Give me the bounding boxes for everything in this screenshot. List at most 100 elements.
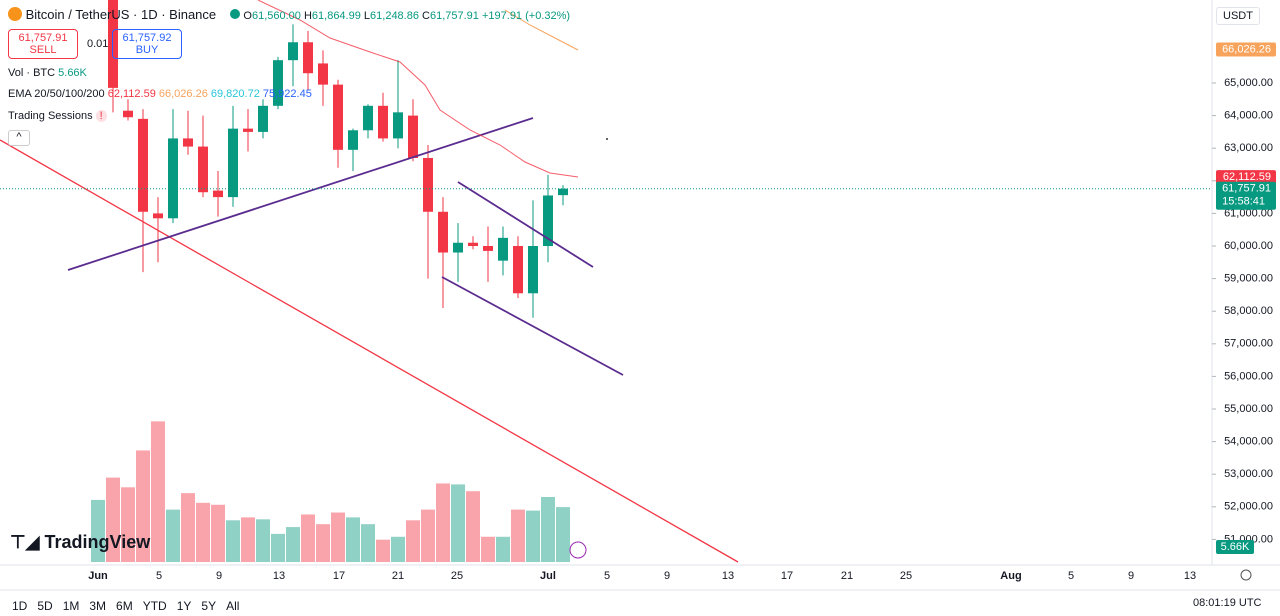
vol-value: 5.66K	[58, 67, 87, 79]
y-tick-label: 60,000.00	[1224, 240, 1273, 252]
volume-bar	[196, 502, 210, 562]
candle-body	[228, 128, 238, 198]
timeframe-button[interactable]: All	[226, 599, 240, 613]
candle-body	[543, 195, 553, 247]
l-value: 61,248.86	[370, 10, 419, 22]
candle-body	[483, 246, 493, 251]
x-tick-label: 17	[781, 570, 793, 582]
price-label-bg	[1216, 181, 1276, 210]
timeframe-button[interactable]: 5Y	[201, 599, 217, 613]
candle-body	[348, 130, 358, 150]
y-tick-label: 64,000.00	[1224, 110, 1273, 122]
buy-label: BUY	[135, 44, 159, 56]
candle-body	[138, 118, 148, 212]
collapse-button[interactable]: ^	[8, 130, 30, 146]
candle-body	[438, 211, 448, 253]
y-tick-label: 56,000.00	[1224, 370, 1273, 382]
volume-bar	[181, 493, 195, 562]
trend-line	[67, 117, 534, 271]
header: Bitcoin / TetherUS · 1D · Binance O61,56…	[8, 7, 570, 22]
price-label-bg	[1216, 42, 1276, 57]
c-value: 61,757.91	[429, 10, 479, 22]
x-tick-label: 13	[273, 570, 285, 582]
volume-bar	[511, 509, 525, 562]
sessions-legend: Trading Sessions !	[8, 110, 107, 122]
volume-bar	[421, 509, 435, 562]
candle-body	[198, 146, 208, 193]
candle-body	[453, 242, 463, 253]
volume-bar	[481, 536, 495, 562]
candle-body	[318, 63, 328, 85]
volume-bar	[541, 497, 555, 562]
ema-value: 62,112.59	[107, 88, 156, 100]
sessions-label: Trading Sessions	[8, 110, 93, 122]
x-tick-label: 25	[900, 570, 912, 582]
c-label: C	[422, 10, 430, 22]
ema-value: 69,820.72	[210, 88, 260, 100]
volume-bar	[361, 524, 375, 562]
price-label: 66,026.26	[1222, 43, 1271, 55]
y-tick-label: 52,000.00	[1224, 501, 1273, 513]
x-tick-label: 5	[1068, 570, 1074, 582]
sell-button[interactable]: 61,757.91 SELL	[8, 29, 78, 59]
volume-bar	[346, 517, 360, 562]
symbol[interactable]: Bitcoin / TetherUS · 1D · Binance	[25, 7, 217, 22]
candle-body	[108, 0, 118, 88]
timeframe-bar: 1D 5D 1M 3M 6M YTD 1Y 5Y All	[12, 597, 249, 615]
trend-line	[0, 139, 739, 563]
volume-label: 5.66K	[1221, 541, 1250, 553]
volume-bar	[436, 483, 450, 562]
timeframe-button[interactable]: 1M	[62, 599, 80, 613]
ema-label: EMA 20/50/100/200	[8, 88, 105, 100]
ema-50	[504, 9, 579, 51]
x-tick-label: 9	[664, 570, 670, 582]
l-label: L	[363, 10, 371, 22]
volume-bar	[256, 519, 270, 562]
candle-body	[378, 105, 388, 139]
y-tick-label: 57,000.00	[1224, 338, 1273, 350]
btc-icon	[8, 7, 22, 21]
candle-body	[423, 157, 433, 212]
channel-line	[441, 276, 624, 376]
timeframe-button[interactable]: 1D	[12, 599, 28, 613]
price-label-bg	[1216, 170, 1276, 185]
candle-body	[468, 242, 478, 247]
candle-body	[213, 190, 223, 198]
timeframe-button[interactable]: 5D	[37, 599, 53, 613]
y-tick-label: 61,000.00	[1224, 207, 1273, 219]
drawings	[0, 0, 739, 563]
ema-20	[257, 0, 579, 178]
flash-icon[interactable]	[569, 541, 587, 559]
candle-body	[153, 213, 163, 219]
volume-bar	[496, 536, 510, 562]
buy-price: 61,757.92	[122, 32, 172, 44]
volume-bar	[406, 520, 420, 562]
candle-body	[528, 246, 538, 294]
candle-body	[408, 115, 418, 158]
clock: 08:01:19 UTC	[1193, 597, 1262, 609]
currency-button[interactable]: USDT	[1216, 7, 1260, 25]
timeframe-button[interactable]: 1Y	[176, 599, 192, 613]
sell-price: 61,757.91	[18, 32, 68, 44]
ema-value: 75,922.45	[262, 88, 312, 100]
buy-button[interactable]: 61,757.92 BUY	[112, 29, 182, 59]
x-tick-label: 13	[1184, 570, 1196, 582]
y-tick-label: 59,000.00	[1224, 273, 1273, 285]
x-tick-label: Jul	[540, 570, 556, 582]
volume-bar	[91, 499, 105, 562]
candle-body	[273, 60, 283, 106]
x-tick-label: Aug	[1000, 570, 1021, 582]
timeframe-button[interactable]: 6M	[116, 599, 133, 613]
volume-bar	[331, 512, 345, 562]
spread: 0.01	[87, 38, 109, 50]
sell-label: SELL	[29, 44, 57, 56]
y-tick-label: 54,000.00	[1224, 436, 1273, 448]
volume-bar	[136, 450, 150, 562]
volume-bar	[301, 514, 315, 562]
timeframe-button[interactable]: 3M	[89, 599, 107, 613]
x-tick-label: 25	[451, 570, 463, 582]
timeframe-button[interactable]: YTD	[142, 599, 167, 613]
settings-icon[interactable]	[1240, 569, 1252, 581]
o-value: 61,560.00	[251, 10, 301, 22]
